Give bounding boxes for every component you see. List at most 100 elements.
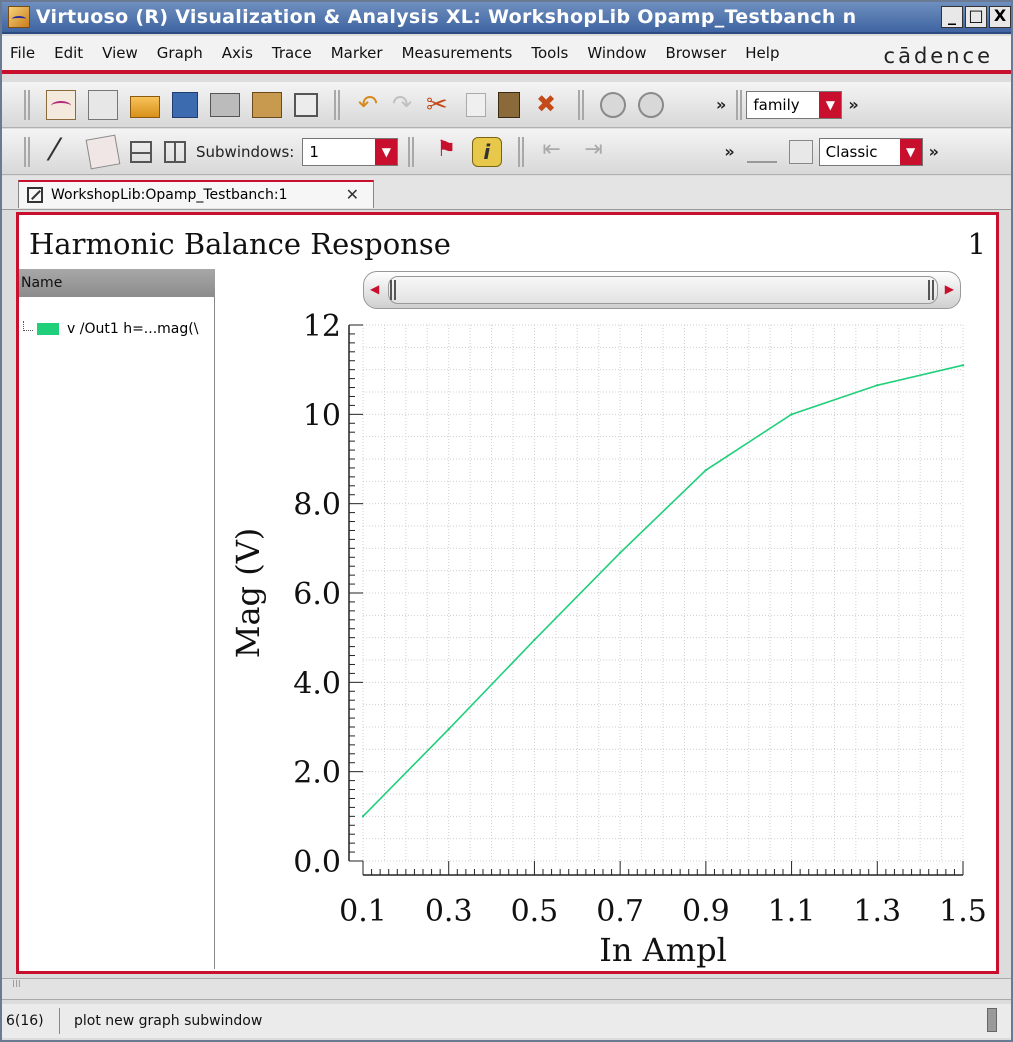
x-tick-label: 1.1	[768, 894, 816, 929]
back-icon[interactable]	[600, 91, 626, 118]
menu-trace[interactable]: Trace	[271, 44, 312, 62]
print-icon[interactable]	[210, 92, 240, 117]
family-select[interactable]: family ▼	[746, 90, 843, 119]
tab-workshoplib-opamp[interactable]: WorkshopLib:Opamp_Testbanch:1 ✕	[18, 180, 374, 208]
data-point[interactable]	[533, 638, 536, 642]
data-point[interactable]	[876, 384, 879, 387]
calculator-icon[interactable]	[788, 139, 813, 164]
x-range-scroller[interactable]: ◀ ▶	[363, 271, 961, 309]
y-tick-label: 2.0	[293, 756, 341, 791]
family-select-value: family	[753, 95, 800, 114]
arrow-right-icon[interactable]	[582, 137, 612, 167]
subwindows-label: Subwindows:	[196, 142, 295, 161]
scroll-right-icon[interactable]: ▶	[944, 282, 954, 296]
scope-icon[interactable]	[252, 91, 282, 118]
menu-browser[interactable]: Browser	[665, 44, 727, 62]
cards-icon[interactable]	[85, 134, 121, 169]
new-subwindow-icon[interactable]	[88, 89, 118, 120]
maximize-button[interactable]: □	[965, 6, 987, 28]
menu-edit[interactable]: Edit	[54, 44, 84, 62]
y-axis-label: Mag (V)	[229, 528, 267, 659]
menu-help[interactable]: Help	[745, 44, 780, 62]
tab-strip: WorkshopLib:Opamp_Testbanch:1 ✕	[2, 176, 1011, 210]
minimize-button[interactable]: _	[941, 6, 963, 28]
virtuoso-app-icon[interactable]	[8, 6, 30, 28]
data-point[interactable]	[447, 728, 450, 731]
delete-icon[interactable]	[532, 90, 562, 120]
save-icon[interactable]	[172, 91, 198, 118]
toolbar-grip[interactable]	[24, 89, 30, 120]
graph-subwindow[interactable]: Harmonic Balance Response 1 Name v /Out1…	[16, 212, 999, 974]
toolbar-overflow-chevron[interactable]: »	[716, 95, 727, 114]
horizontal-scrollbar[interactable]: III	[2, 978, 1011, 1000]
menu-bar: File Edit View Graph Axis Trace Marker M…	[2, 36, 1011, 74]
menu-measurements[interactable]: Measurements	[401, 44, 513, 62]
flag-icon[interactable]	[430, 137, 460, 167]
menu-file[interactable]: File	[10, 44, 36, 62]
window-title: Virtuoso (R) Visualization & Analysis XL…	[35, 6, 857, 28]
new-window-icon[interactable]	[46, 89, 76, 120]
redo-icon[interactable]	[390, 90, 412, 120]
forward-icon[interactable]	[638, 91, 664, 118]
legend-header[interactable]: Name	[19, 269, 215, 297]
tree-connector	[23, 321, 33, 331]
y-tick-label: 4.0	[293, 666, 341, 701]
arrow-left-icon[interactable]	[540, 137, 570, 167]
paste-icon[interactable]	[498, 91, 520, 118]
scroller-thumb[interactable]	[388, 276, 938, 304]
toolbar-overflow-chevron[interactable]: »	[928, 142, 940, 161]
menu-view[interactable]: View	[102, 44, 138, 62]
data-point[interactable]	[618, 551, 622, 554]
status-bar: 6(16) plot new graph subwindow	[2, 1004, 1011, 1038]
tab-label: WorkshopLib:Opamp_Testbanch:1	[51, 187, 288, 203]
x-tick-label: 0.5	[511, 894, 559, 929]
split-vertical-icon[interactable]	[164, 140, 186, 163]
y-tick-label: 6.0	[293, 577, 341, 612]
x-tick-label: 1.3	[853, 894, 901, 929]
chevron-down-icon[interactable]: ▼	[375, 138, 398, 165]
scroll-left-icon[interactable]: ◀	[370, 282, 380, 296]
data-point[interactable]	[961, 364, 965, 367]
chevron-down-icon[interactable]: ▼	[819, 91, 842, 118]
data-point[interactable]	[704, 468, 708, 472]
undo-icon[interactable]	[356, 90, 378, 120]
edit-icon[interactable]	[294, 92, 318, 117]
toolbar-overflow-chevron[interactable]: »	[724, 142, 735, 161]
cut-icon[interactable]	[424, 90, 454, 120]
title-bar[interactable]: Virtuoso (R) Visualization & Analysis XL…	[2, 2, 1011, 34]
copy-icon[interactable]	[466, 92, 486, 117]
scroller-left-handle[interactable]	[390, 280, 396, 300]
wand-icon[interactable]	[46, 133, 76, 168]
menu-tools[interactable]: Tools	[531, 44, 569, 62]
split-horizontal-icon[interactable]	[130, 140, 152, 163]
toolbar-grip[interactable]	[24, 136, 30, 167]
graph-window-icon	[27, 187, 43, 203]
close-button[interactable]: X	[989, 6, 1011, 28]
subwindows-select[interactable]: 1 ▼	[302, 137, 399, 166]
toolbar-overflow-chevron[interactable]: »	[848, 95, 859, 114]
close-icon[interactable]: ✕	[345, 185, 359, 204]
x-tick-label: 1.5	[939, 894, 987, 929]
menu-axis[interactable]: Axis	[221, 44, 253, 62]
toolbar-separator	[578, 89, 584, 120]
scroller-right-handle[interactable]	[928, 280, 934, 300]
bar-chart-icon[interactable]	[746, 141, 777, 163]
toolbar-separator	[408, 136, 415, 167]
info-icon[interactable]	[472, 136, 503, 167]
data-point[interactable]	[361, 815, 365, 818]
chevron-down-icon[interactable]: ▼	[899, 138, 922, 165]
style-select[interactable]: Classic ▼	[818, 137, 923, 166]
menu-window[interactable]: Window	[587, 44, 647, 62]
open-folder-icon[interactable]	[130, 95, 160, 118]
plot-area[interactable]: 0.0 2.0 4.0 6.0 8.0 10 12 0.1 0.3 0.5 0.7 0.9 1.1 1.3…	[219, 311, 995, 971]
data-point[interactable]	[790, 413, 793, 416]
menu-marker[interactable]: Marker	[330, 44, 383, 62]
resize-grip[interactable]	[987, 1008, 997, 1032]
menu-graph[interactable]: Graph	[156, 44, 203, 62]
legend-item-label: v /Out1 h=...mag(\	[67, 321, 199, 337]
x-tick-label: 0.3	[425, 894, 473, 929]
legend-item[interactable]: v /Out1 h=...mag(\	[23, 321, 198, 337]
trace-line[interactable]	[362, 364, 964, 817]
cadence-logo: cādence	[883, 44, 993, 68]
